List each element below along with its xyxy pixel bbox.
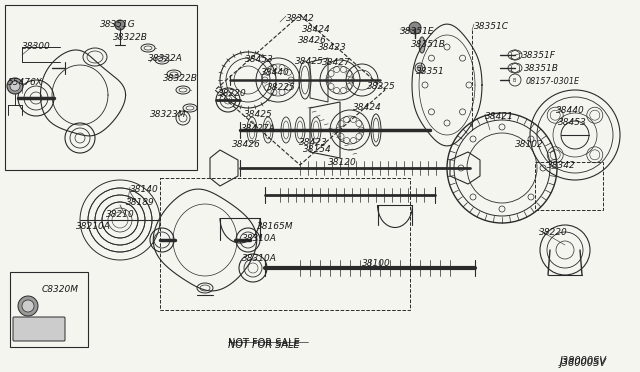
Text: 38351B: 38351B xyxy=(411,40,446,49)
Text: 38220: 38220 xyxy=(539,228,568,237)
Text: 38322B: 38322B xyxy=(113,33,148,42)
Text: 38425: 38425 xyxy=(295,57,324,66)
Circle shape xyxy=(417,65,423,71)
Bar xyxy=(160,178,410,310)
Text: 38210A: 38210A xyxy=(76,222,111,231)
Text: 38342: 38342 xyxy=(547,161,576,170)
Text: 38220: 38220 xyxy=(218,89,247,98)
Text: 38427: 38427 xyxy=(322,58,351,67)
Text: 55476X: 55476X xyxy=(8,78,43,87)
Text: 38351G: 38351G xyxy=(100,20,136,29)
Bar xyxy=(5,5,197,170)
Text: 38423: 38423 xyxy=(318,43,347,52)
Text: 38323M: 38323M xyxy=(150,110,186,119)
Text: 38453: 38453 xyxy=(245,55,274,64)
Text: 38154: 38154 xyxy=(303,145,332,154)
Circle shape xyxy=(10,81,20,91)
Text: 38225: 38225 xyxy=(367,82,396,91)
Ellipse shape xyxy=(419,37,425,53)
Text: J38000SV: J38000SV xyxy=(560,356,607,366)
Text: 38351: 38351 xyxy=(416,67,445,76)
Circle shape xyxy=(115,20,125,30)
Text: 38210: 38210 xyxy=(106,210,135,219)
Text: 38427A: 38427A xyxy=(241,124,276,133)
Circle shape xyxy=(22,300,34,312)
Text: 38424: 38424 xyxy=(353,103,381,112)
Text: 38424: 38424 xyxy=(302,25,331,34)
Text: 38351E: 38351E xyxy=(400,27,435,36)
Text: 38140: 38140 xyxy=(130,185,159,194)
FancyBboxPatch shape xyxy=(13,317,65,341)
Circle shape xyxy=(18,296,38,316)
Text: 38225: 38225 xyxy=(267,83,296,92)
Text: 08157-0301E: 08157-0301E xyxy=(526,77,580,86)
Text: 38342: 38342 xyxy=(286,14,315,23)
Text: 38421: 38421 xyxy=(485,112,514,121)
Text: NOT FOR SALE: NOT FOR SALE xyxy=(228,338,300,348)
Text: J38000SV: J38000SV xyxy=(560,358,607,368)
Text: 38453: 38453 xyxy=(558,118,587,127)
Circle shape xyxy=(409,22,421,34)
Text: 38310A: 38310A xyxy=(242,254,277,263)
Bar xyxy=(10,272,88,347)
Text: 38300: 38300 xyxy=(22,42,51,51)
Text: 38426: 38426 xyxy=(232,140,260,149)
Text: B: B xyxy=(512,78,516,83)
Circle shape xyxy=(7,78,23,94)
Text: 38322A: 38322A xyxy=(148,54,183,63)
Text: 38165M: 38165M xyxy=(257,222,294,231)
Text: 38102: 38102 xyxy=(515,140,544,149)
Text: 38100: 38100 xyxy=(362,259,391,268)
Text: 38440: 38440 xyxy=(261,68,290,77)
Text: 38423: 38423 xyxy=(299,138,328,147)
Text: 38120: 38120 xyxy=(328,158,356,167)
Text: 38351C: 38351C xyxy=(474,22,509,31)
Text: 38426: 38426 xyxy=(298,36,327,45)
Text: C8320M: C8320M xyxy=(42,285,79,294)
Text: 38322B: 38322B xyxy=(163,74,198,83)
Text: 38351F: 38351F xyxy=(522,51,556,60)
Text: 38440: 38440 xyxy=(556,106,585,115)
Text: NOT FOR SALE: NOT FOR SALE xyxy=(228,340,300,350)
Bar xyxy=(535,162,603,210)
Text: 38310A: 38310A xyxy=(242,234,277,243)
Text: 38425: 38425 xyxy=(244,110,273,119)
Text: 38351B: 38351B xyxy=(524,64,559,73)
Text: 38189: 38189 xyxy=(126,198,155,207)
